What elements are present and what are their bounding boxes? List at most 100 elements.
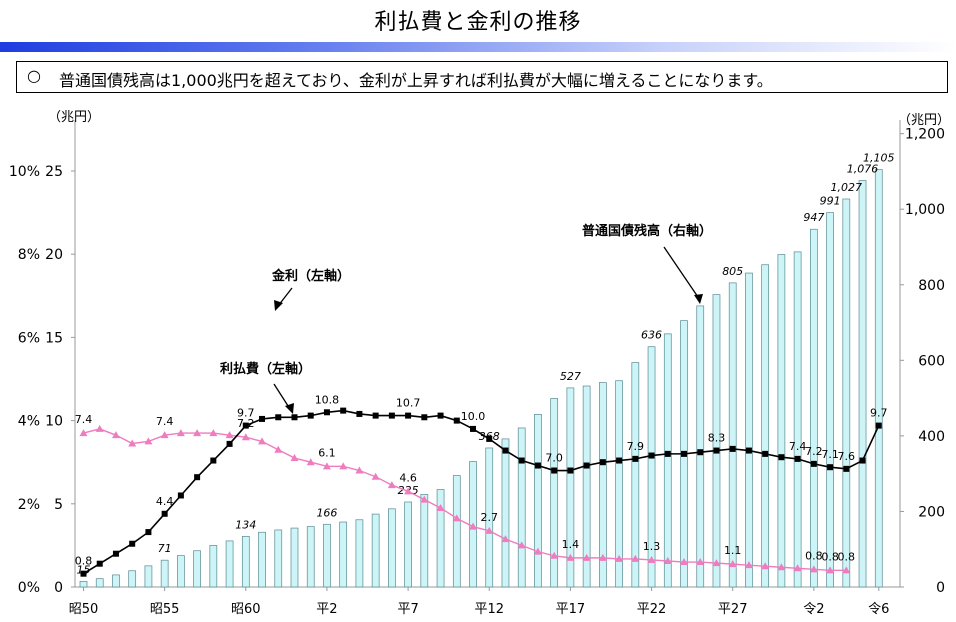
rate-marker <box>322 462 331 470</box>
rate-value-label: 1.4 <box>562 538 580 551</box>
rate-marker <box>128 439 137 447</box>
interest-payment-value-label: 9.7 <box>870 407 888 420</box>
debt-bar <box>501 438 510 588</box>
rate-marker <box>436 503 445 511</box>
interest-payment-value-label: 0.8 <box>75 555 93 568</box>
interest-payment-marker <box>794 455 801 462</box>
debt-bar <box>436 489 445 588</box>
interest-payment-marker <box>551 467 558 474</box>
debt-bar <box>193 550 201 588</box>
debt-bar <box>160 559 169 588</box>
rate-marker <box>95 424 104 432</box>
annotation-debt-arrow <box>663 246 701 301</box>
interest-payment-value-label: 7.6 <box>838 450 856 463</box>
debt-bar <box>696 305 705 588</box>
rate-marker <box>598 553 607 561</box>
interest-payment-marker <box>745 447 752 454</box>
debt-bar <box>144 565 153 588</box>
interest-payment-marker <box>96 560 103 567</box>
rate-marker <box>680 558 689 566</box>
interest-payment-marker <box>583 462 590 469</box>
interest-payment-marker <box>372 412 379 419</box>
notice-box: ○ 普通国債残高は1,000兆円を超えており、金利が上昇すれば利払費が大幅に増え… <box>16 61 948 93</box>
page-title: 利払費と金利の推移 <box>374 10 582 35</box>
x-tick-label: 昭60 <box>231 602 261 617</box>
rate-marker <box>209 429 218 437</box>
rate-value-label: 1.3 <box>643 540 661 553</box>
rate-marker <box>761 562 770 570</box>
interest-payment-marker <box>307 412 314 419</box>
debt-bar <box>874 169 883 588</box>
left-tick-label: 5 <box>54 497 63 513</box>
rate-marker <box>111 431 120 439</box>
interest-payment-marker <box>161 510 168 517</box>
debt-bar <box>777 254 786 588</box>
interest-payment-value-label: 10.0 <box>461 410 486 423</box>
debt-bar-label: 134 <box>235 518 256 531</box>
interest-payment-value-label: 8.3 <box>708 432 726 445</box>
rate-marker <box>842 566 851 574</box>
interest-payment-marker <box>778 454 785 461</box>
debt-bar <box>339 521 348 588</box>
x-tick-label: 平27 <box>718 602 748 617</box>
interest-payment-marker <box>681 450 688 457</box>
debt-bar <box>550 398 559 588</box>
annotation-interest-arrow <box>273 383 291 410</box>
rate-marker <box>193 429 202 437</box>
annotation-rate: 金利（左軸） <box>271 268 350 284</box>
interest-payment-marker <box>437 412 444 419</box>
title-underline-bar <box>0 42 956 52</box>
interest-payment-marker <box>210 457 217 464</box>
debt-bar <box>371 513 380 588</box>
rate-marker <box>258 437 267 445</box>
rate-marker <box>582 553 591 561</box>
rate-marker <box>793 564 802 572</box>
left-tick-label: 25 <box>45 164 63 180</box>
interest-payment-marker <box>534 462 541 469</box>
interest-payment-marker <box>80 570 87 577</box>
debt-bar <box>290 527 299 588</box>
debt-bar <box>858 180 867 588</box>
debt-bar <box>663 333 672 588</box>
debt-bar <box>209 545 218 588</box>
rate-marker <box>306 458 315 466</box>
rate-marker <box>501 535 510 543</box>
right-tick-label: 1,200 <box>905 127 945 143</box>
interest-payment-marker <box>810 460 817 467</box>
rate-value-label: 0.8 <box>838 550 856 563</box>
interest-payment-marker <box>729 445 736 452</box>
rate-marker <box>696 558 705 566</box>
interest-payment-marker <box>291 414 298 421</box>
left-tick-label: 15 <box>45 330 63 346</box>
debt-bar <box>323 523 331 588</box>
rate-marker <box>647 555 656 563</box>
rate-marker <box>404 487 413 495</box>
annotation-debt: 普通国債残高（右軸） <box>582 223 712 239</box>
left-pct-tick-label: 0% <box>18 580 40 596</box>
rate-marker <box>663 557 672 564</box>
interest-payment-marker <box>599 459 606 466</box>
annotation-interest-arrowhead <box>285 403 294 414</box>
rate-marker <box>387 481 396 489</box>
debt-bar <box>793 251 802 588</box>
rate-marker <box>420 495 429 503</box>
interest-payment-value-label: 7.4 <box>789 440 807 453</box>
interest-payment-marker <box>129 540 136 547</box>
left-pct-tick-label: 4% <box>18 414 40 430</box>
left-tick-label: 0 <box>54 580 63 596</box>
debt-bar <box>761 264 770 588</box>
debt-bar-label: 636 <box>641 329 662 342</box>
rate-marker <box>274 445 283 453</box>
interest-payment-marker <box>145 529 152 536</box>
interest-payment-value-label: 10.7 <box>396 397 421 410</box>
debt-bar <box>745 272 753 588</box>
rate-marker <box>160 431 169 439</box>
debt-bar <box>728 282 737 588</box>
rate-marker <box>566 553 575 561</box>
right-tick-label: 0 <box>936 580 945 596</box>
debt-bar-label: 805 <box>722 265 743 278</box>
interest-payment-marker <box>486 435 493 442</box>
debt-bar <box>582 385 591 588</box>
rate-marker <box>533 547 542 555</box>
rate-marker <box>355 466 364 474</box>
